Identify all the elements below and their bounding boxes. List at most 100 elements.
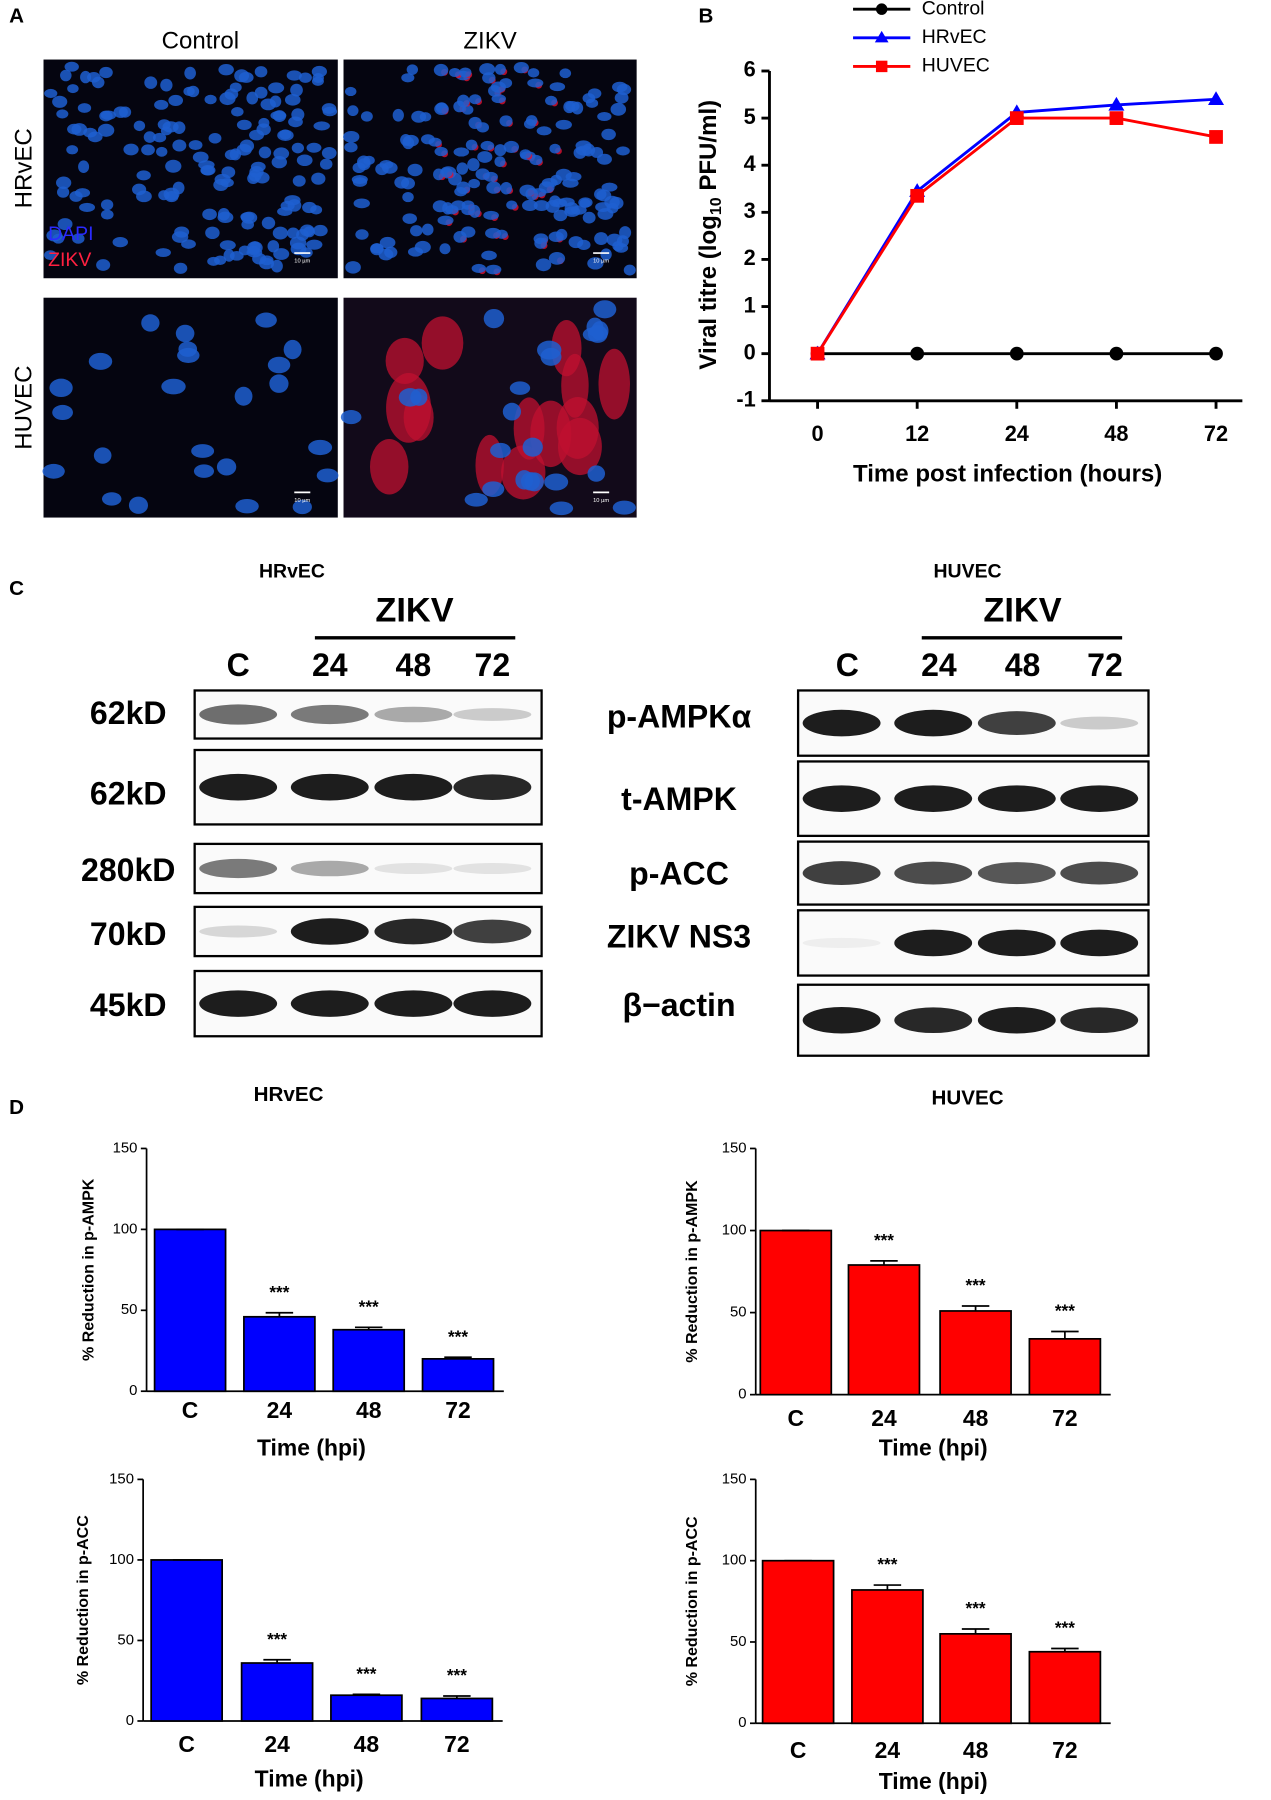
nucleus — [468, 178, 480, 189]
nucleus — [479, 63, 496, 76]
nucleus — [553, 209, 568, 222]
nucleus — [172, 139, 187, 152]
nucleus — [216, 458, 237, 476]
nucleus — [379, 236, 396, 249]
y-tick-label: -1 — [736, 387, 755, 412]
stain-label: DAPI — [48, 223, 93, 245]
bar — [761, 1559, 835, 1725]
nucleus — [465, 139, 478, 151]
x-tick-label: C — [790, 1737, 807, 1763]
nucleus — [246, 91, 259, 105]
nucleus — [313, 224, 328, 237]
nucleus — [271, 155, 287, 169]
nucleus — [582, 93, 596, 104]
y-tick-label: 5 — [744, 104, 756, 129]
nucleus — [173, 262, 188, 274]
blot-band — [894, 785, 973, 812]
nucleus — [381, 161, 398, 174]
zikv-stain — [385, 337, 424, 384]
nucleus — [60, 69, 72, 82]
y-tick-label: 3 — [744, 198, 756, 223]
blot-band — [199, 925, 278, 938]
nucleus — [601, 182, 618, 192]
legend-label: HUVEC — [922, 55, 990, 77]
y-tick-label: 50 — [730, 1305, 747, 1321]
nucleus — [231, 107, 244, 117]
nucleus — [421, 223, 434, 236]
nucleus — [471, 263, 487, 273]
nucleus — [483, 171, 498, 182]
nucleus — [453, 147, 470, 157]
nucleus — [258, 146, 272, 159]
lane-label: 72 — [1087, 647, 1123, 683]
nucleus — [152, 132, 167, 143]
nucleus — [360, 111, 373, 122]
blot-band — [453, 919, 532, 944]
nucleus — [616, 146, 630, 156]
nucleus — [494, 144, 507, 157]
nucleus — [434, 102, 449, 115]
bar — [1028, 1337, 1102, 1396]
nucleus — [56, 176, 72, 189]
nucleus — [271, 259, 283, 273]
nucleus — [587, 325, 608, 343]
nucleus — [286, 70, 302, 81]
y-axis-label: % Reduction in p-AMPK — [80, 1178, 98, 1361]
nucleus — [491, 94, 506, 104]
nucleus — [562, 178, 579, 188]
nucleus — [483, 308, 505, 329]
nucleus — [549, 143, 561, 154]
significance-label: *** — [1055, 1301, 1075, 1321]
nucleus — [577, 239, 591, 251]
x-tick-label: 12 — [905, 421, 929, 446]
scale-bar-label: 10 µm — [294, 498, 310, 504]
zikv-stain — [558, 417, 602, 476]
nucleus — [217, 208, 230, 221]
nucleus — [270, 110, 287, 121]
blot-row-label: p-AMPKα — [607, 699, 752, 735]
nucleus — [267, 240, 280, 253]
nucleus — [49, 378, 73, 398]
nucleus — [482, 72, 496, 84]
nucleus — [513, 61, 529, 74]
nucleus — [596, 189, 612, 202]
nucleus — [456, 162, 469, 175]
nucleus — [52, 404, 73, 421]
lane-label: 24 — [312, 647, 348, 683]
nucleus — [400, 133, 412, 146]
nucleus — [78, 160, 90, 174]
series-line — [816, 116, 1217, 355]
nucleus — [486, 181, 502, 194]
bar — [847, 1264, 921, 1396]
nucleus — [467, 158, 480, 172]
blot-band — [802, 785, 881, 812]
nucleus — [288, 116, 303, 128]
nucleus — [252, 252, 267, 265]
zikv-stain — [598, 348, 630, 420]
x-tick-label: C — [788, 1405, 805, 1431]
marker — [1009, 346, 1024, 361]
nucleus — [202, 208, 217, 221]
significance-label: *** — [874, 1230, 894, 1250]
blot-band — [894, 1007, 973, 1034]
x-tick-label: 24 — [871, 1405, 897, 1431]
zikv-stain — [421, 316, 464, 370]
bar — [153, 1228, 227, 1393]
y-tick-label: 100 — [113, 1221, 138, 1237]
blot-row-label: 62kD — [90, 695, 167, 731]
chart-title: HRvEC — [254, 1083, 324, 1106]
nucleus — [601, 128, 616, 141]
nucleus — [308, 439, 333, 456]
panel-label: D — [9, 1096, 24, 1119]
nucleus — [499, 78, 513, 89]
panel-label: B — [698, 5, 713, 28]
marker — [1109, 111, 1124, 125]
nucleus — [52, 95, 68, 108]
error-bar — [1051, 1647, 1079, 1652]
lane-label: C — [227, 647, 250, 683]
nucleus — [57, 218, 73, 231]
nucleus — [306, 142, 322, 153]
nucleus — [370, 243, 384, 254]
legend-label: Control — [922, 0, 985, 19]
nucleus — [610, 102, 627, 116]
